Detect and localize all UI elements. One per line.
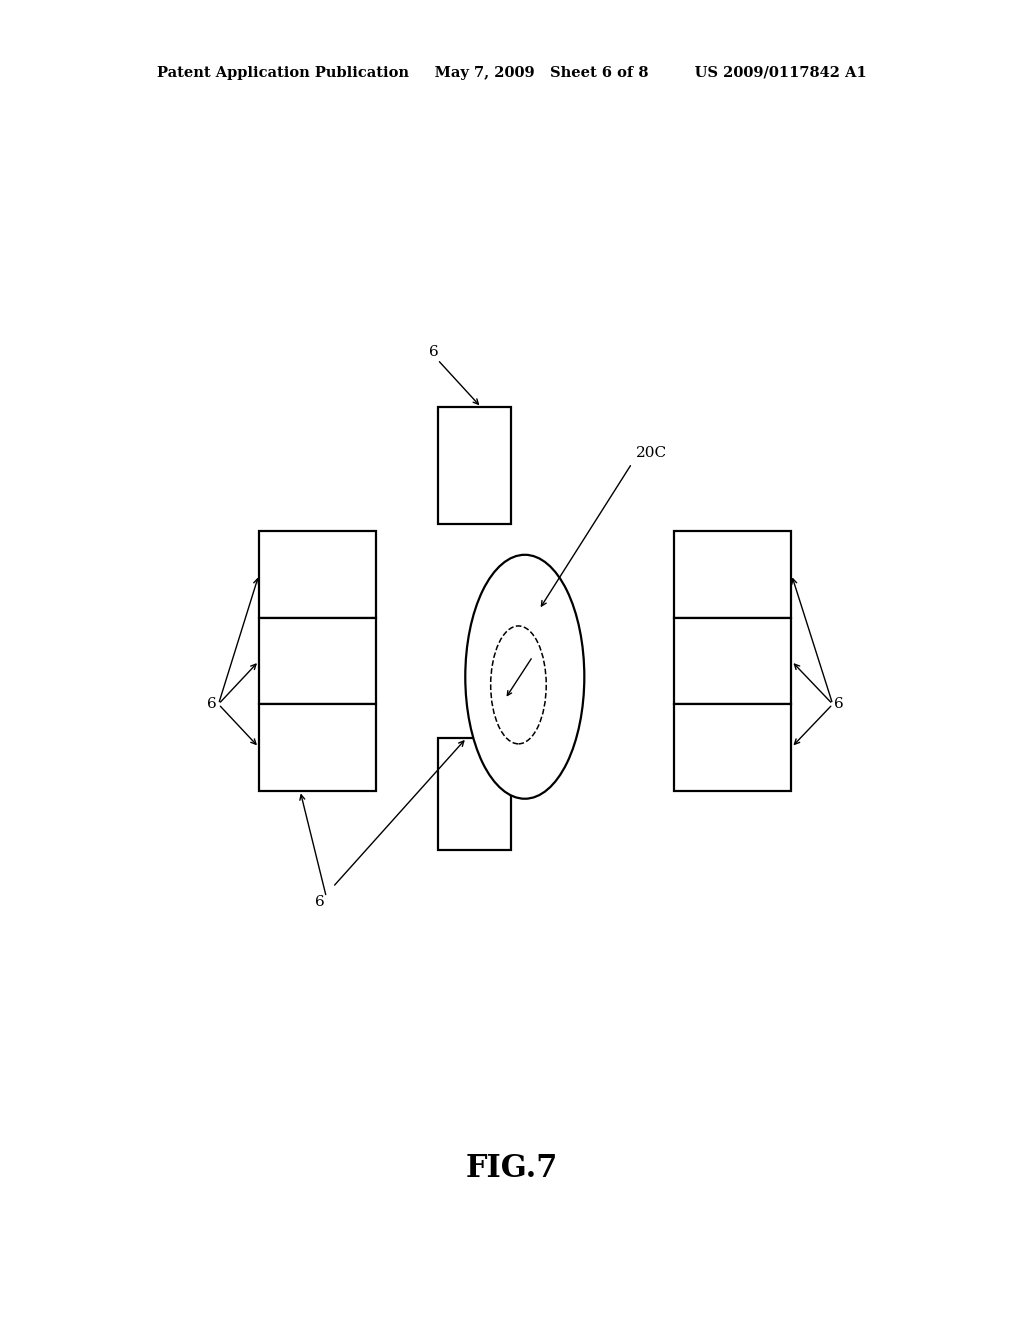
Text: Patent Application Publication     May 7, 2009   Sheet 6 of 8         US 2009/01: Patent Application Publication May 7, 20… [157, 66, 867, 79]
Ellipse shape [465, 554, 585, 799]
Bar [259, 704, 377, 791]
Bar [674, 532, 792, 618]
Bar [674, 618, 792, 704]
Text: 6: 6 [835, 697, 844, 711]
Text: 20C: 20C [636, 446, 667, 461]
Bar [259, 532, 377, 618]
Bar [437, 408, 511, 524]
Bar [674, 704, 792, 791]
Text: FIG.7: FIG.7 [466, 1152, 558, 1184]
Bar [437, 738, 511, 850]
Text: 6: 6 [207, 697, 217, 711]
Bar [259, 618, 377, 704]
Text: 6: 6 [429, 345, 438, 359]
Text: 6: 6 [315, 895, 325, 909]
